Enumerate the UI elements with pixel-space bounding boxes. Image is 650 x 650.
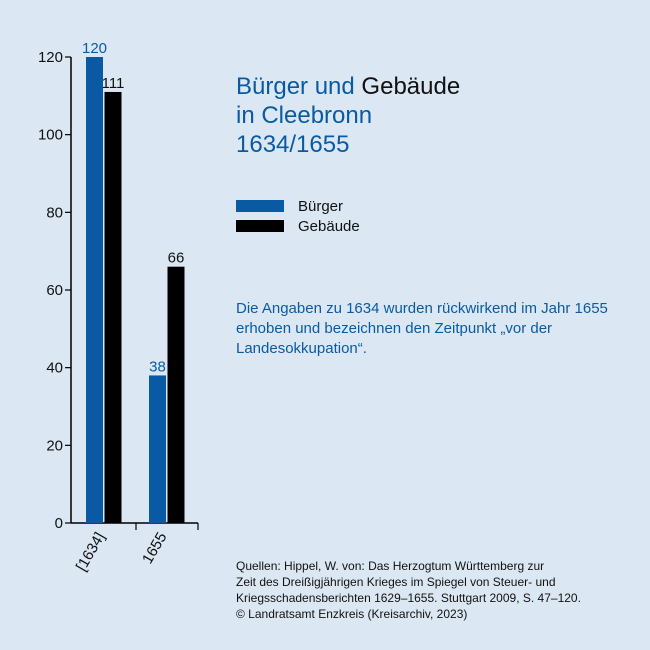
legend: Bürger Gebäude [236,196,360,236]
title-line-3: 1634/1655 [236,131,350,158]
y-tick-label: 20 [46,437,63,454]
chart-title: Bürger und Gebäude in Cleebronn 1634/165… [236,72,460,159]
y-tick-label: 120 [38,49,63,66]
bar [149,375,166,523]
y-tick-label: 0 [55,515,63,532]
legend-item-buerger: Bürger [236,196,360,216]
bar-value-label: 111 [102,75,125,92]
note-text: Die Angaben zu 1634 wurden rückwirkend i… [236,300,608,357]
title-part-buerger: Bürger und [236,73,355,100]
source-line-4: © Landratsamt Enzkreis (Kreisarchiv, 202… [236,607,468,621]
x-category-label: [1634] [73,530,109,575]
title-part-gebaeude: Gebäude [361,73,461,100]
bar-value-label: 120 [82,40,107,57]
source-line-1: Quellen: Hippel, W. von: Das Herzogtum W… [236,559,545,573]
y-tick-label: 60 [46,282,63,299]
bar [104,91,122,523]
bar-value-label: 38 [149,358,166,375]
legend-label-buerger: Bürger [298,197,344,215]
y-tick-label: 80 [46,204,63,221]
legend-swatch-buerger [236,200,284,212]
y-tick-label: 100 [38,127,63,144]
source-credits: Quellen: Hippel, W. von: Das Herzogtum W… [236,558,646,622]
y-tick-label: 40 [46,360,63,377]
legend-item-gebaeude: Gebäude [236,216,360,236]
legend-swatch-gebaeude [236,220,284,232]
bar [167,266,185,523]
legend-label-gebaeude: Gebäude [298,217,360,235]
title-line-2: in Cleebronn [236,102,373,129]
source-line-2: Zeit des Dreißigjährigen Krieges im Spie… [236,575,556,589]
bar [86,57,103,523]
x-category-label: 1655 [139,530,170,567]
bar-value-label: 66 [168,250,185,267]
source-line-3: Kriegsschadensberichten 1629–1655. Stutt… [236,591,581,605]
